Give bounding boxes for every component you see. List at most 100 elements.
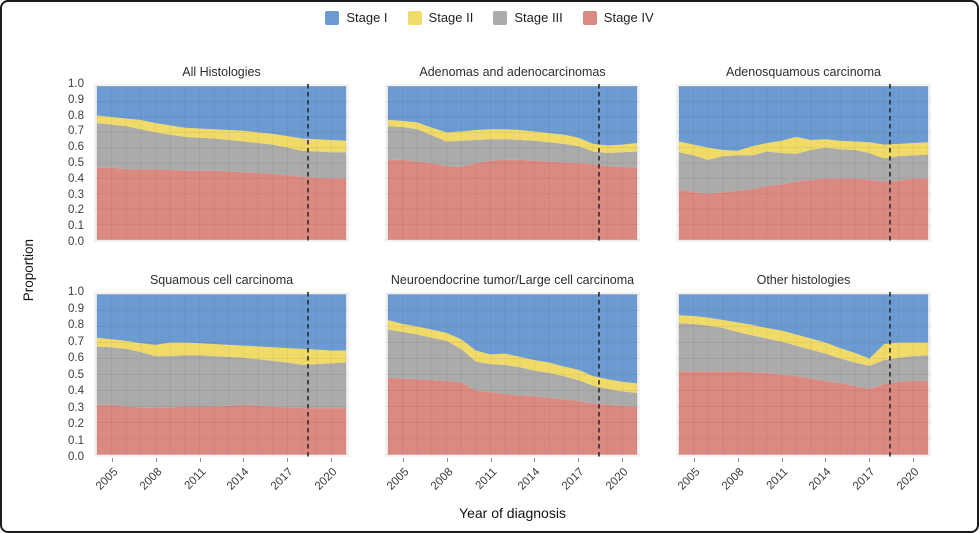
- x-tick-mark: [243, 458, 245, 462]
- x-tick-mark: [737, 458, 739, 462]
- x-tick-mark: [446, 458, 448, 462]
- x-tick-mark: [578, 458, 580, 462]
- facet-title-squamous: Squamous cell carcinoma: [149, 273, 294, 287]
- x-axis-title: Year of diagnosis: [459, 505, 566, 521]
- x-axis-col3: 2005 2008 2011 2014 2017 2020: [675, 457, 931, 499]
- legend-item-stage-i: Stage I: [325, 10, 388, 25]
- facet-panel-other: [676, 292, 931, 457]
- facet-title-all-histologies: All Histologies: [182, 65, 261, 79]
- legend-label: Stage IV: [603, 10, 654, 25]
- area-stage-iv: [387, 377, 638, 455]
- legend-item-stage-iii: Stage III: [493, 10, 563, 25]
- area-stage-iii: [678, 147, 929, 194]
- area-stage-iv: [387, 159, 638, 240]
- legend-label: Stage II: [428, 10, 474, 25]
- y-axis-title: Proportion: [16, 84, 40, 457]
- area-stage-i: [678, 294, 929, 359]
- legend-swatch-icon: [582, 10, 597, 25]
- x-tick-mark: [111, 458, 113, 462]
- area-stage-i: [678, 86, 929, 151]
- facet-chart-svg: [385, 84, 640, 242]
- y-tick-label: 0.2: [68, 418, 84, 430]
- y-tick-label: 0.9: [68, 302, 84, 315]
- y-tick-label: 0.6: [68, 352, 84, 364]
- area-stage-i: [96, 294, 347, 351]
- x-tick-mark: [331, 458, 333, 462]
- y-tick-label: 0.3: [68, 401, 84, 414]
- legend-label: Stage I: [346, 10, 388, 25]
- facet-panel-adenomas: [385, 84, 640, 242]
- area-stage-iv: [96, 167, 347, 240]
- x-tick-mark: [534, 458, 536, 462]
- y-tick-label: 0.7: [68, 335, 84, 348]
- x-tick-mark: [693, 458, 695, 462]
- area-stage-ii: [387, 120, 638, 154]
- y-tick-label: 0.5: [68, 157, 84, 169]
- y-tick-label: 0.0: [68, 451, 84, 463]
- y-tick-label: 1.0: [68, 286, 84, 298]
- facet-panel-neuroendocrine: [385, 292, 640, 457]
- y-tick-label: 1.0: [68, 78, 84, 90]
- facet-chart-svg: [676, 292, 931, 457]
- legend-item-stage-ii: Stage II: [407, 10, 474, 25]
- area-stage-ii: [678, 136, 929, 160]
- y-tick-label: 0.6: [68, 141, 84, 154]
- y-tick-label: 0.1: [68, 434, 84, 447]
- area-stage-i: [387, 294, 638, 384]
- area-stage-i: [96, 86, 347, 141]
- area-stage-ii: [387, 320, 638, 393]
- y-tick-label: 0.4: [68, 385, 84, 397]
- facet-chart-svg: [94, 292, 349, 457]
- area-stage-ii: [96, 337, 347, 365]
- area-stage-iii: [387, 126, 638, 168]
- x-tick-mark: [869, 458, 871, 462]
- legend-swatch-icon: [325, 10, 340, 25]
- legend-swatch-icon: [407, 10, 422, 25]
- area-stage-i: [387, 86, 638, 146]
- x-tick-mark: [490, 458, 492, 462]
- facet-grid: All Histologies Adenomas and adenocarcin…: [93, 58, 931, 523]
- y-tick-label: 0.1: [68, 220, 84, 233]
- y-axis-title-text: Proportion: [20, 239, 36, 302]
- y-axis-row2: 1.0 0.9 0.8 0.7 0.6 0.5 0.4 0.3 0.2 0.1 0.0: [50, 286, 90, 463]
- x-tick-mark: [155, 458, 157, 462]
- y-tick-label: 0.7: [68, 125, 84, 138]
- x-tick-mark: [622, 458, 624, 462]
- facet-chart-svg: [676, 84, 931, 242]
- facet-panel-squamous: [94, 292, 349, 457]
- facet-chart-svg: [385, 292, 640, 457]
- legend: Stage I Stage II Stage III Stage IV: [2, 10, 977, 25]
- y-tick-label: 0.4: [68, 172, 84, 185]
- y-tick-label: 0.8: [68, 319, 84, 331]
- y-tick-label: 0.2: [68, 204, 84, 217]
- area-stage-ii: [96, 115, 347, 153]
- facet-chart-svg: [94, 84, 349, 242]
- facet-title-other: Other histologies: [756, 273, 851, 287]
- area-stage-iii: [96, 123, 347, 179]
- facet-title-neuroendocrine: Neuroendocrine tumor/Large cell carcinom…: [390, 273, 635, 287]
- area-stage-iii: [387, 329, 638, 407]
- facet-title-adenosquamous: Adenosquamous carcinoma: [726, 65, 881, 79]
- y-tick-label: 0.8: [68, 109, 84, 122]
- x-tick-mark: [402, 458, 404, 462]
- y-tick-label: 0.5: [68, 368, 84, 381]
- area-stage-iv: [678, 178, 929, 240]
- legend-swatch-icon: [493, 10, 508, 25]
- facet-title-adenomas: Adenomas and adenocarcinomas: [419, 65, 606, 79]
- y-tick-label: 0.3: [68, 188, 84, 201]
- x-tick-mark: [199, 458, 201, 462]
- x-axis-col2: 2005 2008 2011 2014 2017 2020: [384, 457, 640, 499]
- area-stage-ii: [678, 315, 929, 366]
- area-stage-iii: [678, 323, 929, 389]
- x-tick-mark: [287, 458, 289, 462]
- legend-item-stage-iv: Stage IV: [582, 10, 654, 25]
- x-tick-mark: [825, 458, 827, 462]
- facet-panel-all-histologies: [94, 84, 349, 242]
- area-stage-iv: [678, 371, 929, 455]
- x-tick-mark: [781, 458, 783, 462]
- area-stage-iv: [96, 404, 347, 455]
- facet-panel-adenosquamous: [676, 84, 931, 242]
- x-axis-col1: 2005 2008 2011 2014 2017 2020: [93, 457, 349, 499]
- area-stage-iii: [96, 346, 347, 409]
